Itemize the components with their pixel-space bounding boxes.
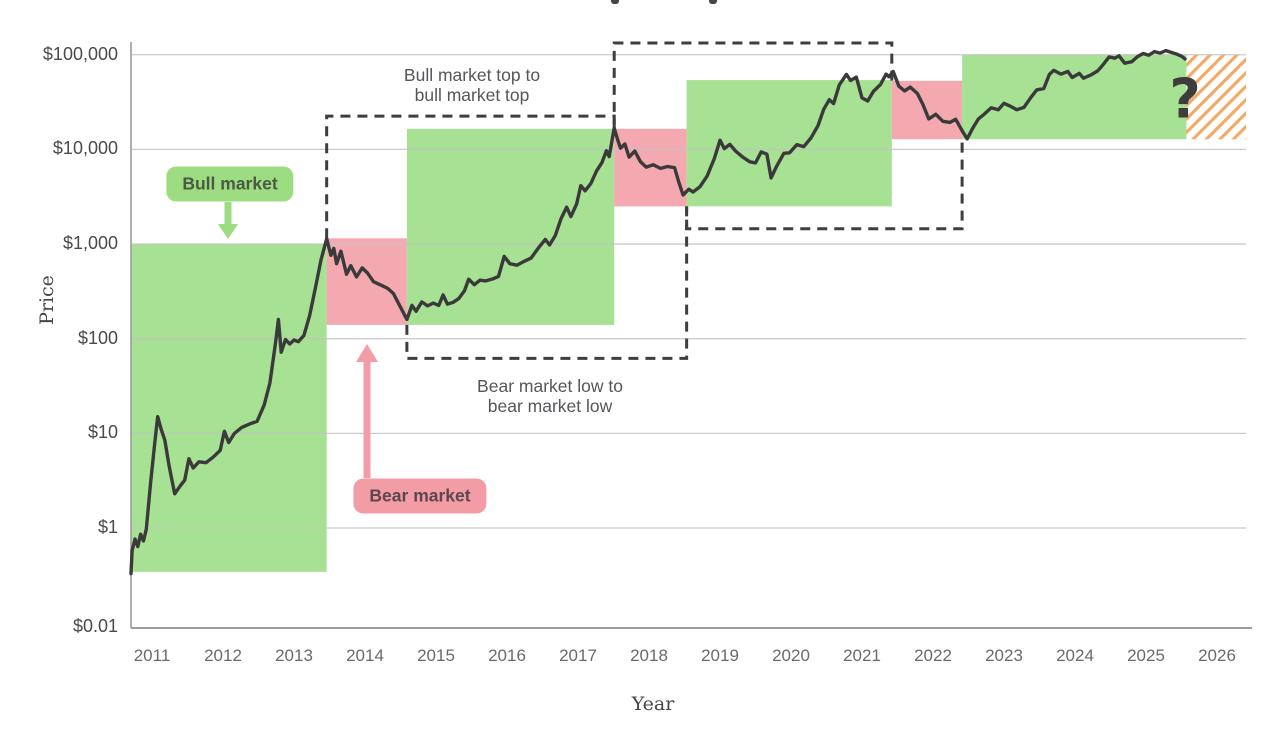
x-axis-title: Year: [631, 693, 675, 715]
future-question-mark: ?: [1169, 67, 1201, 131]
bull-arrow-down-icon: [218, 202, 238, 239]
x-tick-label: 2014: [346, 646, 384, 665]
y-tick-label: $10: [87, 422, 118, 443]
x-tick-label: 2016: [488, 646, 526, 665]
bull-market-callout: Bull market: [166, 166, 294, 202]
x-tick-label: 2021: [843, 646, 881, 665]
y-tick-label: $100: [77, 327, 118, 348]
x-tick-label: 2019: [701, 646, 739, 665]
x-tick-label: 2018: [630, 646, 668, 665]
bear-market-box: [326, 238, 407, 325]
bull-top-label-line2: bull market top: [414, 85, 530, 105]
x-tick-label: 2026: [1198, 646, 1236, 665]
x-tick-label: 2024: [1056, 646, 1094, 665]
x-tick-label: 2017: [559, 646, 597, 665]
x-tick-label: 2022: [914, 646, 952, 665]
bull-market-box: [962, 54, 1187, 140]
x-tick-label: 2013: [275, 646, 313, 665]
bear-low-to-bear-low-bracket: [405, 206, 689, 360]
y-tick-label: $1,000: [62, 233, 118, 254]
bull-market-box: [131, 244, 327, 572]
bear-low-label-line2: bear market low: [487, 396, 613, 416]
bull-top-to-bull-top-2-bracket: [612, 41, 894, 129]
bear-market-callout: Bear market: [353, 478, 487, 514]
cropped-title-remnant: [709, 0, 717, 4]
price-line: [129, 48, 1187, 576]
y-tick-label: $1: [97, 517, 118, 537]
bear-low-label-line1: Bear market low to: [477, 376, 623, 396]
x-tick-label: 2023: [985, 646, 1023, 665]
x-tick-label: 2020: [772, 646, 810, 665]
future-hatched-box: [1186, 54, 1246, 140]
bull-market-box: [406, 128, 615, 325]
cropped-title-remnant: [611, 0, 619, 4]
x-tick-label: 2012: [204, 646, 242, 665]
bull-top-label-line1: Bull market top to: [403, 65, 541, 85]
x-tick-label: 2011: [133, 646, 171, 665]
bear-low-to-bear-low-2-bracket: [685, 139, 964, 231]
bull-top-to-bull-top-label: Bull market top to bull market top: [404, 65, 540, 105]
bear-arrow-up-icon: [356, 344, 378, 478]
y-tick-label: $10,000: [52, 138, 118, 159]
y-tick-label: $0.01: [72, 616, 118, 636]
x-tick-label: 2015: [417, 646, 455, 665]
x-tick-label: 2025: [1127, 646, 1165, 665]
y-tick-label: $100,000: [42, 43, 118, 64]
bear-low-to-bear-low-label: Bear market low to bear market low: [477, 376, 623, 416]
y-axis-title: Price: [36, 275, 58, 325]
